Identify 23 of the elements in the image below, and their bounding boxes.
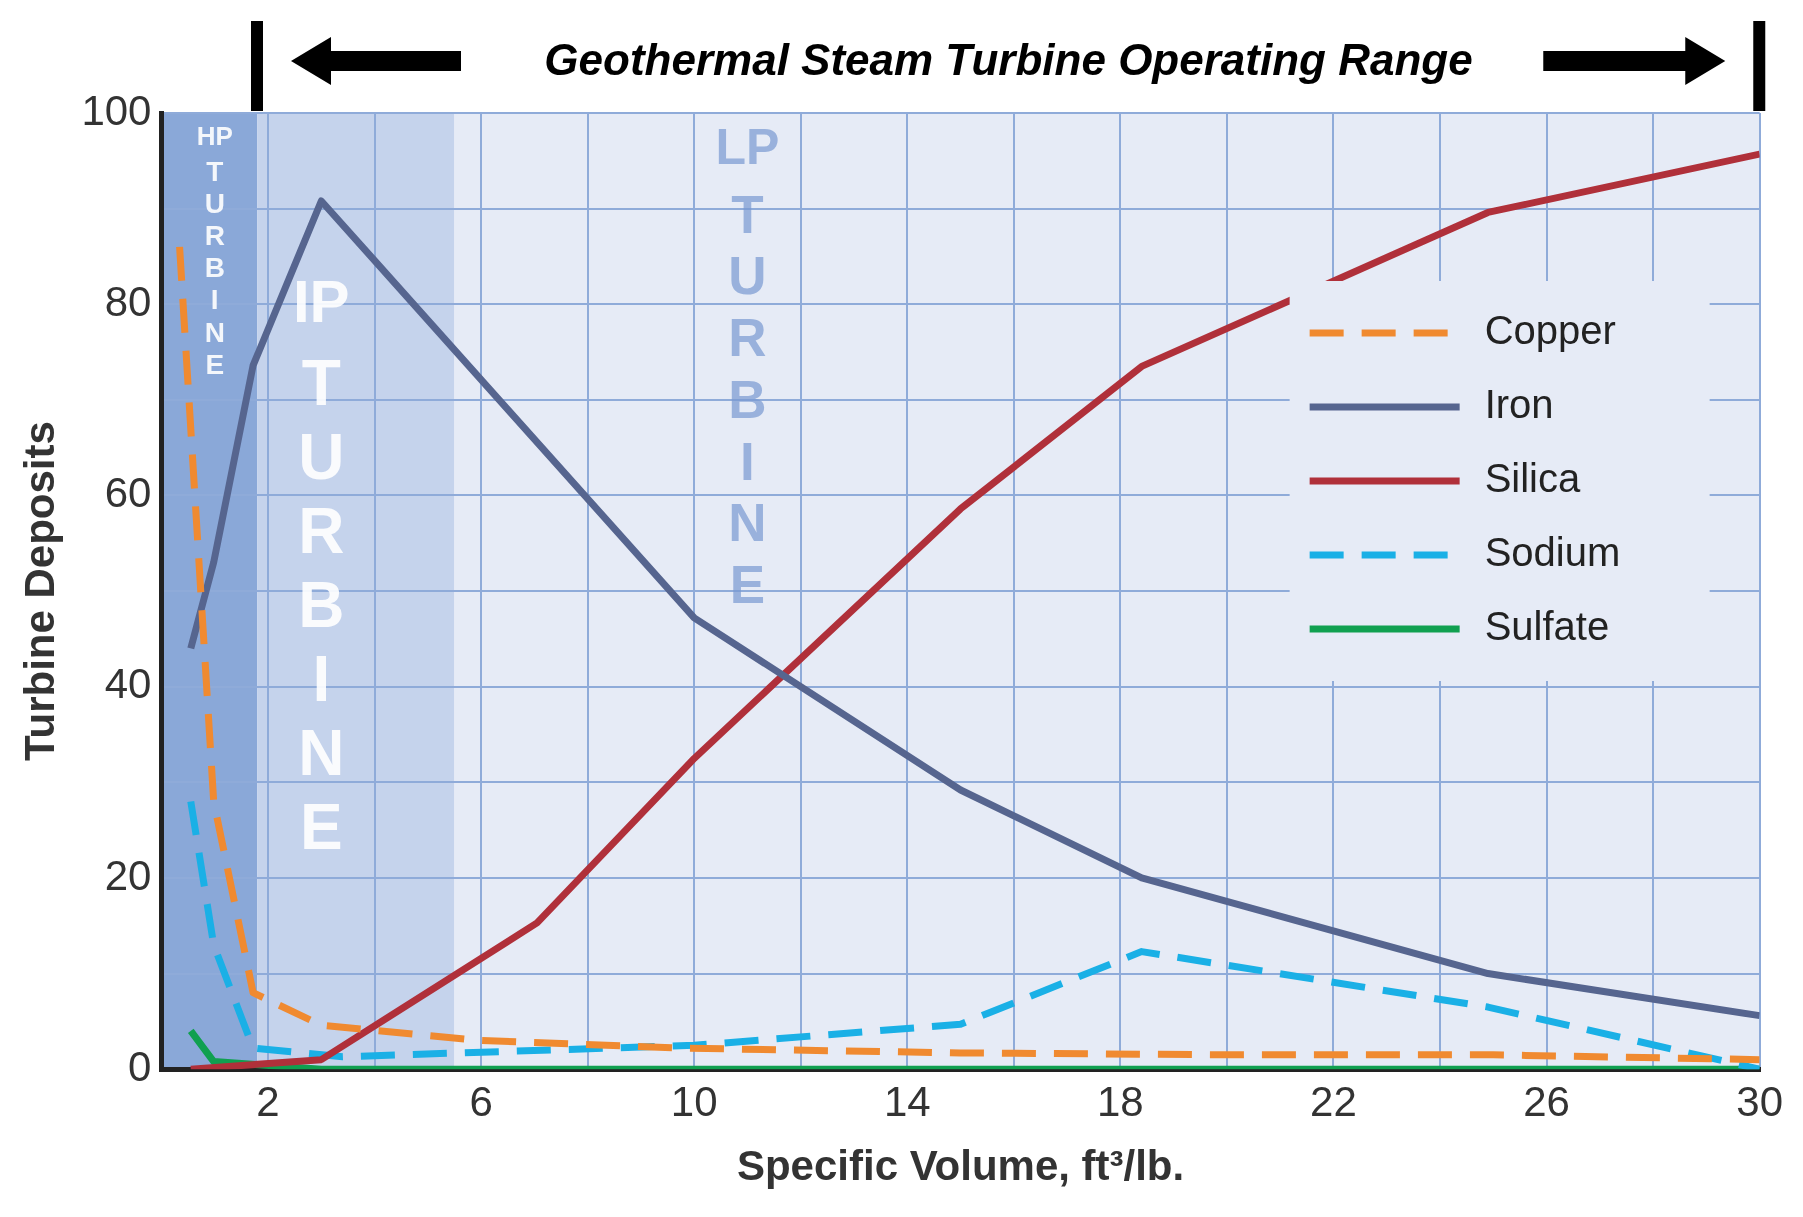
legend-label: Iron [1484,382,1554,427]
y-tick-label: 80 [104,277,152,325]
y-axis-title: Turbine Deposits [15,421,63,762]
y-tick-label: 100 [81,86,152,134]
x-tick-label: 30 [1736,1077,1783,1125]
y-tick-label: 60 [104,469,152,517]
y-tick-label: 40 [104,660,152,708]
x-tick-label: 6 [469,1077,493,1125]
x-tick-label: 2 [256,1077,280,1125]
legend-label: Copper [1484,308,1616,353]
band-label: HP TURBINE [196,121,233,380]
x-tick-label: 22 [1310,1077,1357,1125]
text: Geothermal Steam Turbine Operating Range [543,35,1474,85]
y-tick-label: 0 [128,1042,152,1090]
legend-label: Sulfate [1484,604,1610,649]
legend-label: Sodium [1484,530,1621,575]
x-tick-label: 26 [1523,1077,1570,1125]
x-tick-label: 10 [670,1077,718,1125]
x-axis-title: Specific Volume, ft³/lb. [736,1142,1185,1190]
x-tick-label: 14 [883,1077,931,1125]
y-tick-label: 20 [104,851,152,899]
legend-label: Silica [1484,456,1581,501]
x-tick-label: 18 [1097,1077,1144,1125]
